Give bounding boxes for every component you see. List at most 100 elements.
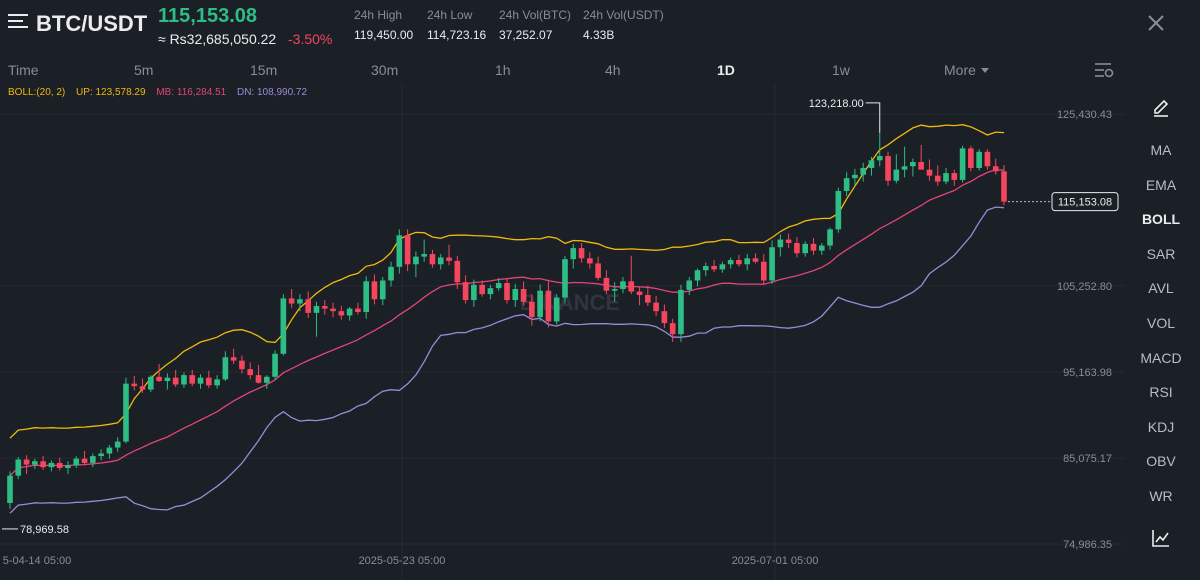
candle [628,281,635,292]
y-tick-label: 105,252.80 [1057,281,1112,293]
candle [189,375,196,384]
candle [719,264,726,270]
indicator-ma[interactable]: MA [1150,142,1172,158]
stat-24h-vol-usdt: 24h Vol(USDT) 4.33B [583,8,664,42]
candle [512,289,519,301]
candle [578,248,585,259]
stat-label: 24h Vol(USDT) [583,8,664,22]
candle [15,459,22,476]
candlestick-chart[interactable]: BINANCE 125,430.43 105,252.80 95,163.98 85,0… [0,84,1125,580]
last-price-label: 115,153.08 [1058,197,1112,209]
candle [181,375,187,385]
candle [910,161,916,167]
stat-value: 4.33B [583,28,615,42]
indicator-boll[interactable]: BOLL [1141,211,1181,228]
candle [636,291,643,295]
indicator-rsi[interactable]: RSI [1149,384,1173,401]
boll-params: BOLL:(20, 2) [8,87,66,98]
candle [951,173,958,180]
candle [760,261,767,281]
x-tick-label: 2025-07-01 05:00 [732,555,819,567]
candle [338,311,345,316]
candle [40,461,46,468]
candle [330,308,336,312]
candle [388,266,394,281]
candle [421,254,427,257]
candle [802,243,809,254]
y-tick-label: 74,986.35 [1063,539,1112,551]
tab-4h[interactable]: 4h [605,62,621,78]
candle [669,323,676,335]
pencil-icon[interactable] [1151,97,1171,117]
candle [90,456,96,463]
candle [860,167,866,175]
candle [454,260,461,283]
pair-title[interactable]: BTC/USDT [36,11,148,36]
candle [214,379,220,386]
candle [32,461,38,465]
candle [288,298,295,304]
close-icon[interactable] [1145,12,1167,34]
candle [164,377,171,382]
tab-1w[interactable]: 1w [832,62,850,78]
tab-more[interactable]: More [944,62,989,78]
candle [404,235,411,265]
y-tick-label: 125,430.43 [1057,109,1112,121]
chart-settings-icon[interactable] [1094,61,1114,79]
chevron-down-icon [980,68,989,73]
fiat-price: ≈ Rs32,685,050.22 [158,31,277,47]
candle [272,353,278,377]
candle [678,289,684,335]
candle [545,290,552,322]
candle [305,299,312,313]
tab-15m[interactable]: 15m [250,62,278,78]
tab-30m[interactable]: 30m [371,62,399,78]
stat-label: 24h High [354,8,403,22]
tab-5m[interactable]: 5m [134,62,154,78]
indicator-macd[interactable]: MACD [1140,349,1182,366]
candle [794,242,800,254]
candle [355,308,361,313]
candle [868,160,875,168]
tab-1h[interactable]: 1h [495,62,511,78]
candle [777,239,784,248]
watermark: BINANCE [520,290,620,315]
indicator-kdj[interactable]: KDJ [1147,418,1175,435]
indicator-sar[interactable]: SAR [1146,245,1176,262]
candle [413,256,419,265]
indicator-wr[interactable]: WR [1149,488,1173,504]
stat-value: 119,450.00 [354,28,414,42]
candle [487,288,494,295]
indicator-obv[interactable]: OBV [1146,453,1176,470]
candle [462,282,469,301]
indicator-vol[interactable]: VOL [1146,315,1175,331]
price-change: -3.50% [288,31,333,47]
stat-value: 37,252.07 [499,28,553,42]
candle [785,239,792,243]
indicator-ema[interactable]: EMA [1145,176,1177,193]
line-chart-icon[interactable] [1151,528,1171,548]
interval-tabs: Time 5m 15m 30m 1h 4h 1D 1w More [0,56,1200,84]
candle [694,270,701,281]
tab-1d[interactable]: 1D [717,62,735,78]
x-tick-label: 2025-05-23 05:00 [359,555,446,567]
candle [876,156,883,161]
candle [818,245,825,251]
candle [595,263,601,278]
candle [131,383,138,387]
indicator-avl[interactable]: AVL [1148,280,1174,297]
menu-icon[interactable] [8,14,28,30]
tab-time[interactable]: Time [8,62,39,78]
stat-24h-high: 24h High 119,450.00 [354,8,413,42]
candle [587,258,593,264]
candle [197,377,204,384]
candle [479,284,485,295]
candle [653,302,659,312]
candle [968,148,974,168]
candle [321,306,328,309]
candle [81,458,88,463]
candle [56,462,63,469]
high-label: 123,218.00 [809,98,864,110]
candle [313,306,320,313]
candle [835,190,842,230]
